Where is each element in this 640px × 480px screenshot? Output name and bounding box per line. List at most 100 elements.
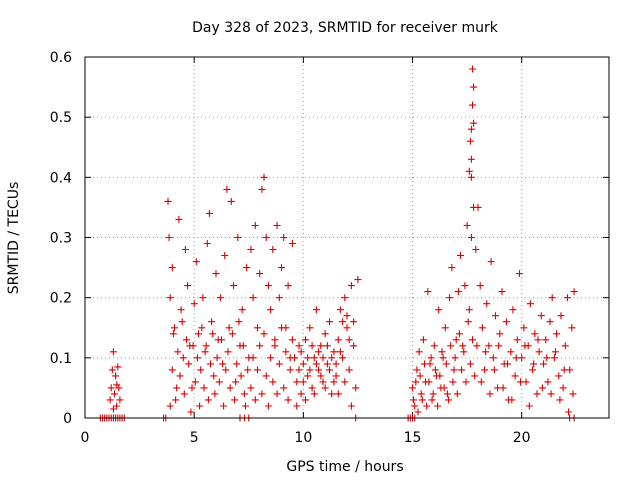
data-point	[317, 342, 325, 350]
data-point	[435, 306, 443, 314]
data-point	[242, 402, 249, 410]
data-point	[299, 360, 307, 368]
data-point	[513, 336, 521, 344]
data-point	[280, 384, 288, 392]
data-point	[230, 282, 237, 290]
data-point	[284, 282, 292, 290]
data-point	[304, 372, 312, 380]
y-tick-label: 0	[63, 411, 72, 427]
data-point	[113, 402, 121, 410]
data-point	[411, 402, 419, 410]
data-point	[417, 390, 425, 398]
data-point	[166, 402, 174, 410]
data-point	[209, 330, 217, 338]
data-point	[280, 234, 288, 241]
data-point	[565, 408, 573, 416]
data-point	[256, 342, 264, 350]
data-point	[495, 342, 503, 350]
data-point	[542, 336, 550, 344]
data-point	[208, 318, 216, 326]
data-point	[423, 402, 431, 410]
data-point	[436, 372, 444, 380]
data-point	[176, 372, 184, 380]
data-point	[192, 258, 200, 266]
x-axis-title: GPS time / hours	[286, 459, 403, 475]
data-point	[312, 306, 320, 314]
data-point	[452, 336, 460, 344]
data-point	[299, 378, 307, 386]
data-point	[413, 366, 421, 374]
data-point	[352, 384, 360, 392]
data-point	[530, 360, 538, 368]
data-point	[447, 342, 455, 350]
y-axis-title: SRMTID / TECUs	[6, 182, 22, 295]
data-point	[504, 360, 511, 368]
data-point	[469, 65, 476, 73]
data-point	[210, 372, 218, 380]
data-point	[570, 288, 578, 296]
data-point	[254, 324, 261, 332]
data-point	[226, 384, 234, 392]
data-point	[260, 173, 268, 181]
data-point	[111, 390, 118, 398]
data-point	[350, 342, 358, 350]
data-point	[212, 270, 220, 278]
data-point	[560, 366, 568, 374]
data-point	[466, 137, 474, 145]
data-point	[334, 336, 342, 344]
data-point	[237, 372, 245, 380]
data-point	[469, 101, 476, 109]
data-point	[502, 318, 510, 326]
data-point	[548, 294, 556, 302]
data-point	[204, 396, 212, 404]
data-point	[461, 282, 469, 290]
data-point	[343, 324, 351, 332]
y-tick-label: 0.3	[50, 231, 72, 247]
data-point	[239, 342, 247, 350]
data-point	[317, 372, 325, 380]
data-point	[347, 402, 355, 410]
data-point	[412, 378, 420, 386]
data-point	[191, 378, 199, 386]
data-point	[262, 372, 270, 380]
data-point	[264, 282, 272, 290]
y-tick-label: 0.5	[50, 110, 72, 126]
data-point	[106, 396, 114, 404]
data-point	[166, 294, 174, 302]
x-tick-label: 5	[190, 430, 199, 446]
data-point	[458, 366, 466, 374]
data-points	[96, 65, 578, 422]
data-point	[472, 246, 480, 253]
data-point	[171, 324, 178, 332]
data-point	[284, 396, 292, 404]
data-point	[339, 318, 347, 326]
data-point	[499, 384, 507, 392]
data-point	[288, 240, 296, 247]
data-point	[336, 348, 344, 356]
data-point	[315, 366, 323, 374]
data-point	[264, 402, 272, 410]
data-point	[321, 384, 329, 392]
data-point	[258, 185, 266, 193]
data-point	[463, 222, 471, 229]
data-point	[520, 324, 528, 332]
data-point	[201, 348, 209, 356]
data-point	[319, 378, 327, 386]
data-point	[564, 294, 571, 302]
data-point	[419, 336, 427, 344]
data-point	[200, 384, 208, 392]
data-point	[467, 234, 475, 241]
data-point	[293, 378, 301, 386]
data-point	[273, 390, 281, 398]
data-point	[211, 390, 219, 398]
data-point	[533, 390, 541, 398]
data-point	[315, 348, 323, 356]
data-point	[184, 282, 192, 290]
axis-tick-labels: 0 0.1 0.2 0.3 0.4 0.5 0.6 0 5 10 15 20	[50, 50, 531, 446]
data-point	[525, 402, 533, 410]
data-point	[179, 354, 187, 362]
data-point	[345, 336, 353, 344]
data-point	[470, 119, 478, 127]
data-point	[207, 360, 214, 368]
